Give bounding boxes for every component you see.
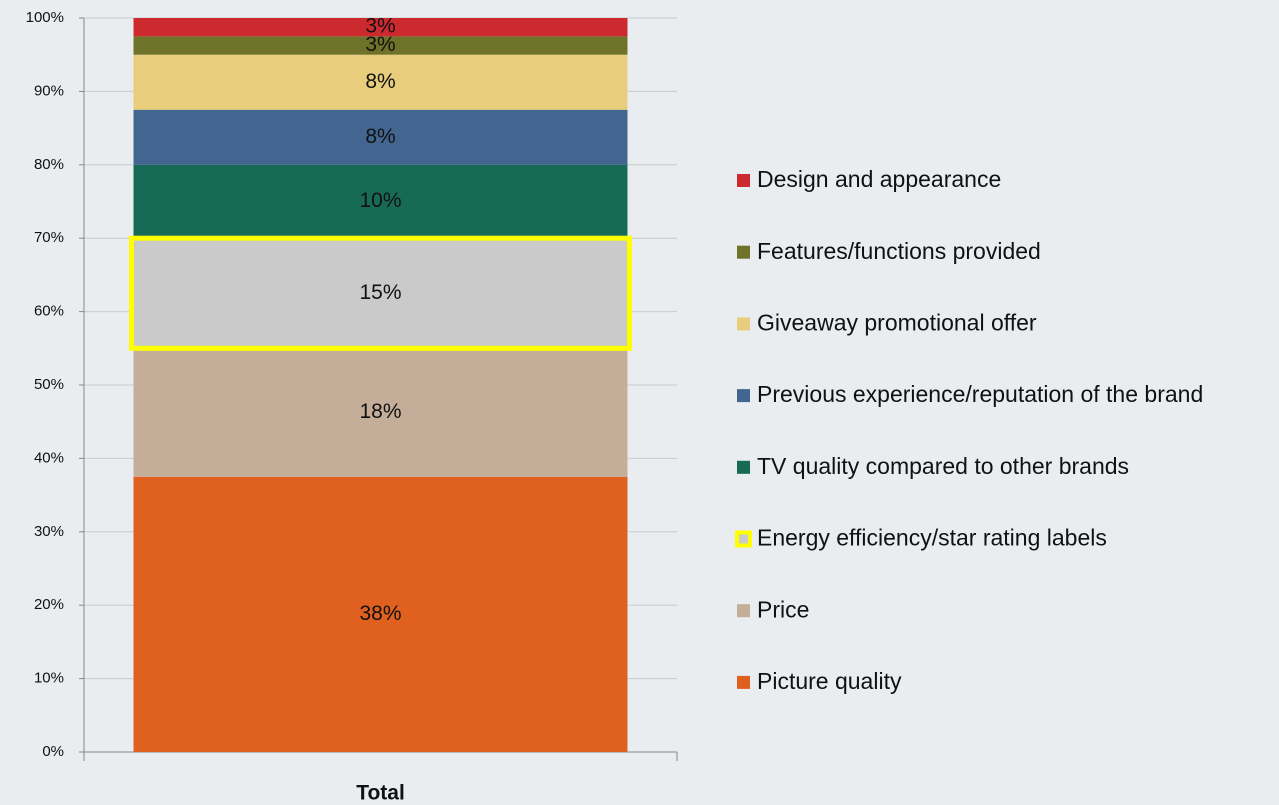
bar-segment: [133, 36, 628, 55]
data-label: 18%: [359, 400, 401, 423]
y-tick-label: 70%: [34, 229, 64, 246]
bar-segment: [133, 54, 628, 110]
data-label: 10%: [359, 189, 401, 212]
y-tick-label: 20%: [34, 596, 64, 613]
legend-label: Previous experience/reputation of the br…: [757, 381, 1203, 407]
y-tick-label: 10%: [34, 670, 64, 687]
legend-swatch: [735, 530, 752, 548]
bar-segment: [133, 476, 628, 752]
data-label: 8%: [365, 125, 395, 148]
data-label: 3%: [365, 15, 395, 38]
bar-segment: [133, 348, 628, 477]
legend-swatch: [737, 317, 750, 331]
x-tick-label: Total: [356, 782, 405, 805]
y-tick-label: 100%: [26, 9, 64, 26]
y-tick-label: 90%: [34, 82, 64, 99]
data-label: 8%: [365, 70, 395, 93]
y-tick-label: 40%: [34, 449, 64, 466]
data-label: 38%: [359, 602, 401, 625]
y-tick-label: 0%: [42, 743, 64, 760]
bar-segment: [133, 18, 628, 37]
bar-segment: [133, 238, 628, 349]
legend-swatch: [737, 675, 750, 689]
legend-label: Energy efficiency/star rating labels: [757, 525, 1107, 551]
highlight-border: [129, 235, 632, 351]
legend-swatch: [737, 245, 750, 259]
legend-swatch: [737, 604, 750, 618]
legend-label: Features/functions provided: [757, 238, 1041, 264]
y-tick-label: 50%: [34, 376, 64, 393]
legend-label: Picture quality: [757, 668, 902, 694]
legend-swatch: [737, 389, 750, 403]
legend-swatch: [737, 174, 750, 187]
legend-label: Giveaway promotional offer: [757, 309, 1037, 335]
bar-segment: [133, 109, 628, 165]
data-label: 15%: [359, 281, 401, 304]
legend-swatch: [737, 460, 750, 474]
y-tick-label: 60%: [34, 303, 64, 320]
y-tick-label: 30%: [34, 523, 64, 540]
legend-label: Price: [757, 596, 809, 622]
legend-label: TV quality compared to other brands: [757, 453, 1129, 479]
bar-segment: [133, 164, 628, 239]
legend-label: Design and appearance: [757, 166, 1001, 192]
data-label: 3%: [365, 33, 395, 56]
y-tick-label: 80%: [34, 156, 64, 173]
